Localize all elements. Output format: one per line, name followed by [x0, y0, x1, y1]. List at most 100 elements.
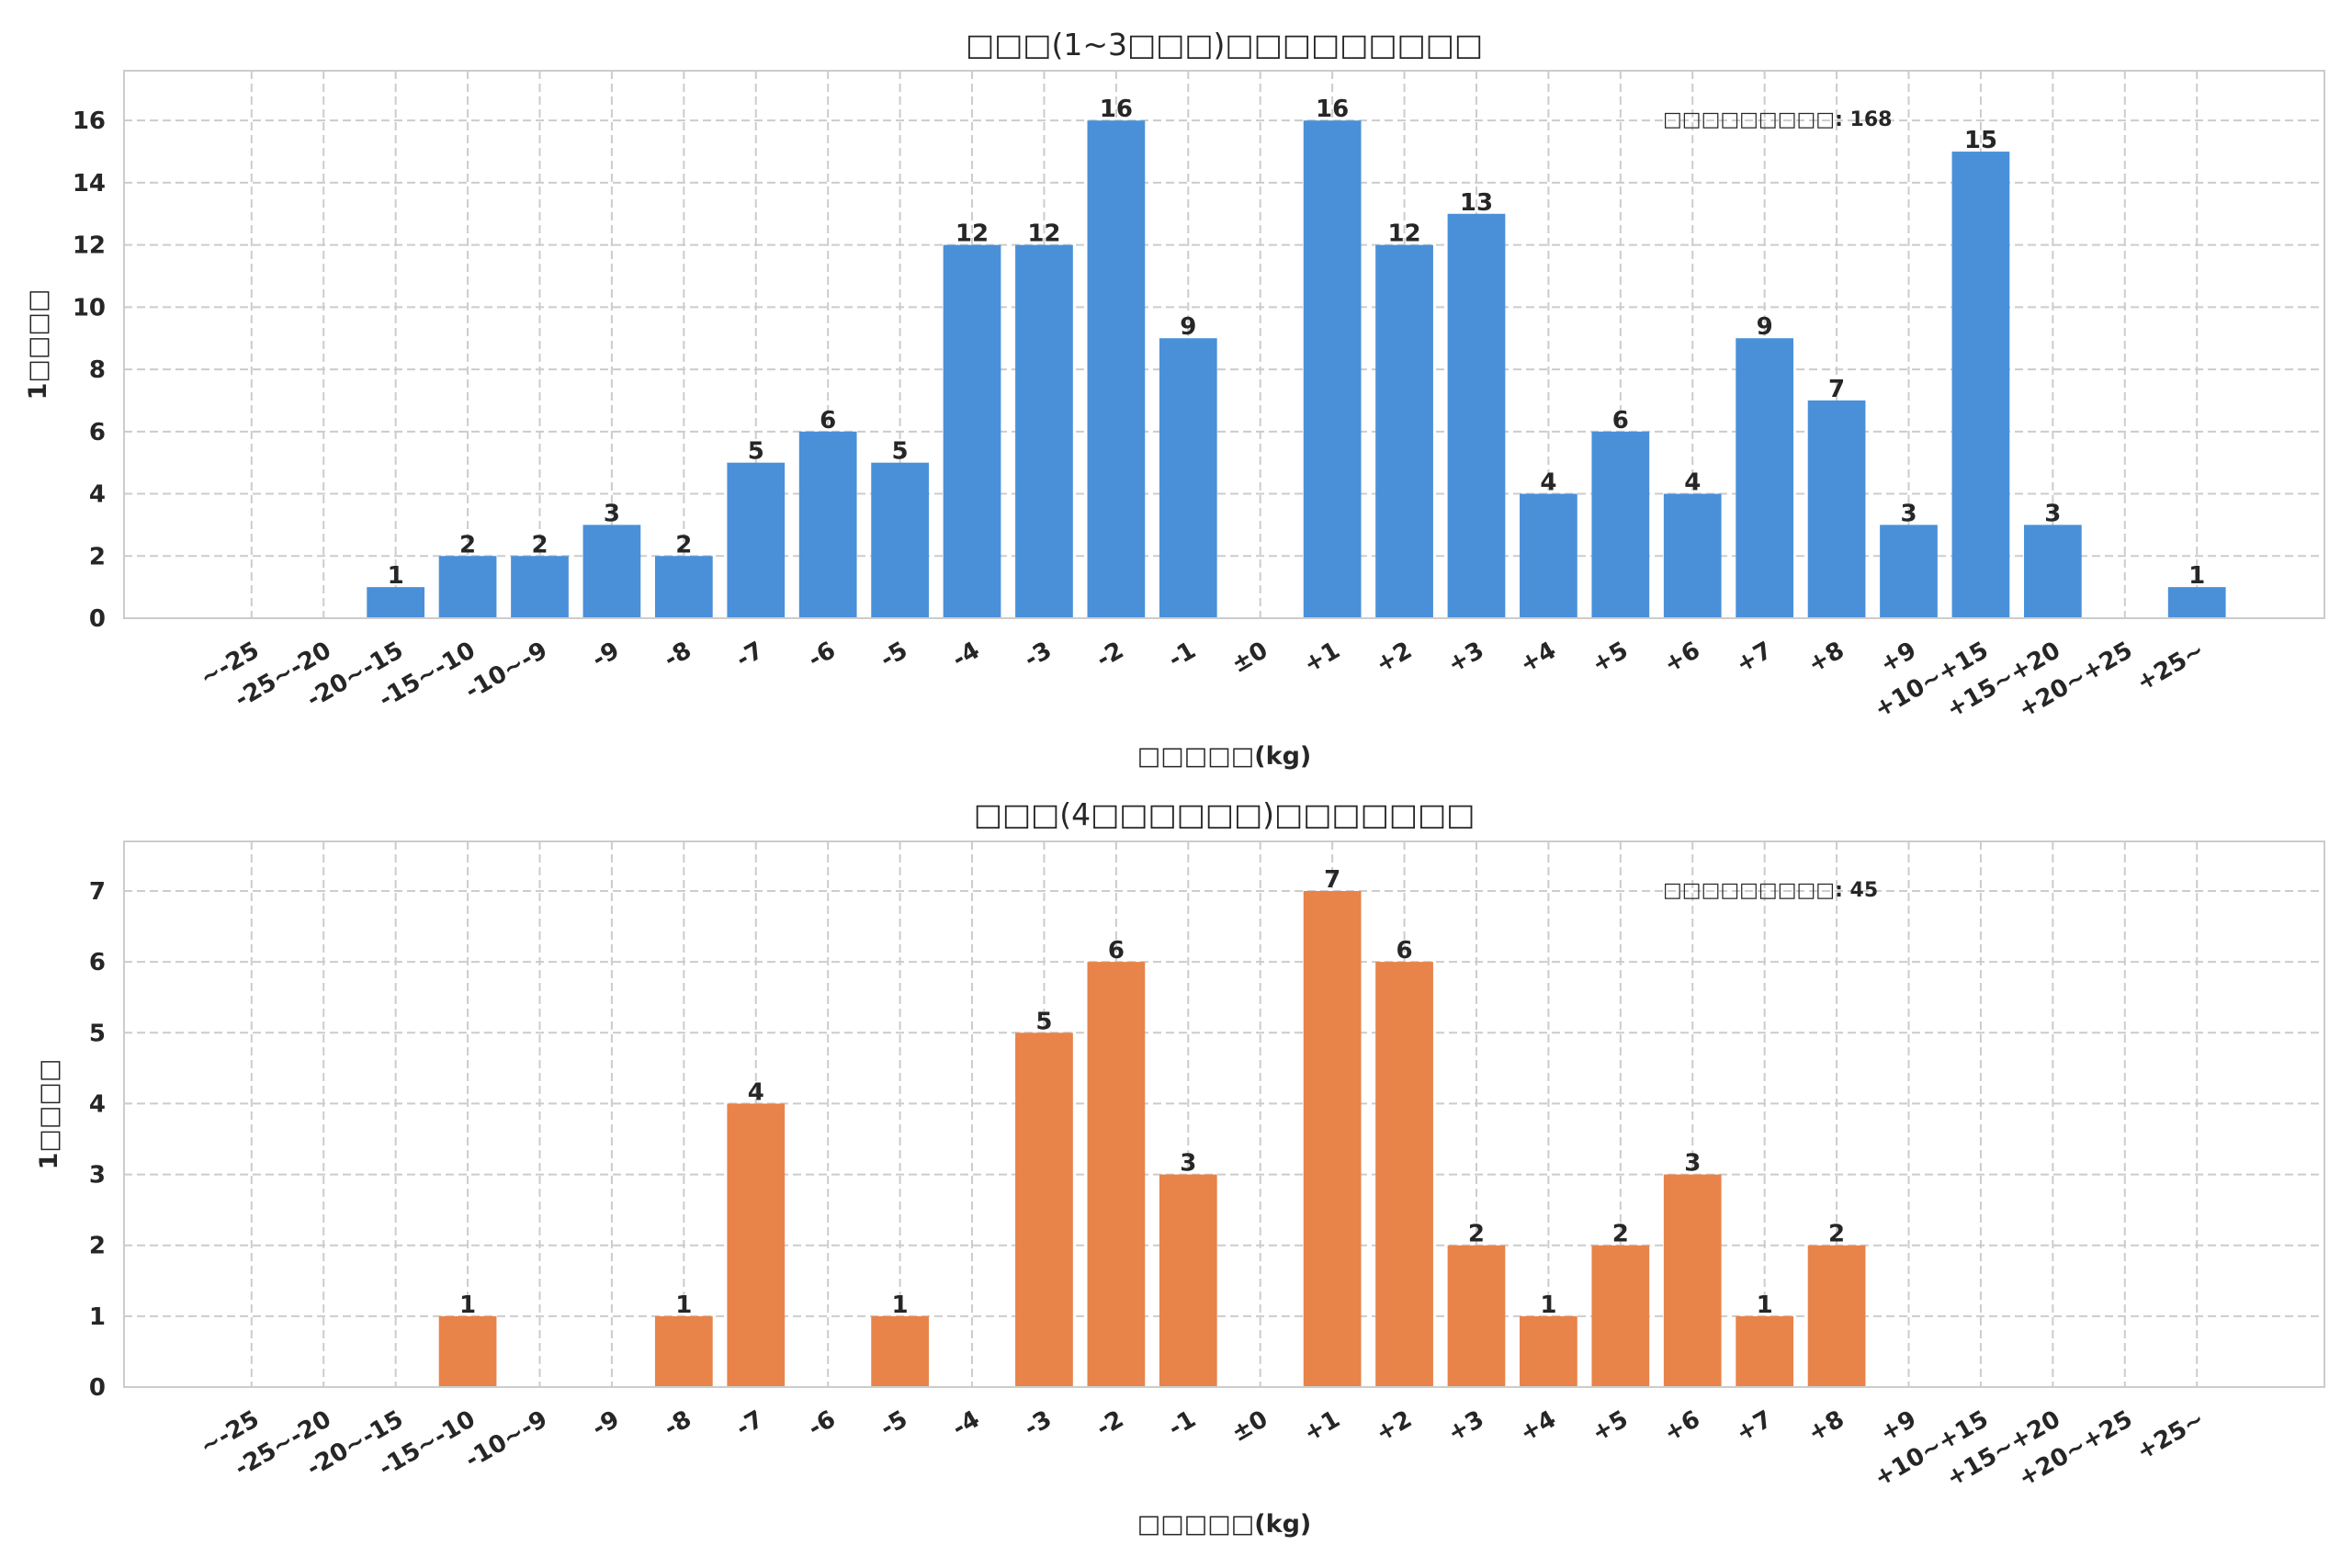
x-tick-label: -9	[587, 637, 624, 673]
data-label: 16	[1316, 96, 1349, 123]
data-label: 3	[2044, 500, 2061, 527]
bar	[1015, 244, 1073, 618]
bar	[1663, 493, 1722, 618]
bar	[871, 462, 929, 618]
x-tick-label: ±0	[1227, 637, 1273, 679]
bar	[727, 1103, 786, 1387]
bar	[1807, 400, 1866, 618]
x-tick-label: +9	[1875, 637, 1921, 679]
chart-title: □□□(4□□□□□□)□□□□□□□	[974, 796, 1476, 832]
y-tick-label: 0	[89, 1374, 106, 1402]
data-label: 4	[748, 1078, 764, 1106]
bar	[1663, 1174, 1722, 1387]
x-tick-label: -6	[804, 637, 841, 673]
bar	[582, 525, 641, 618]
x-tick-label: -7	[731, 1405, 768, 1442]
bar	[727, 462, 786, 618]
data-label: 15	[1964, 127, 1997, 154]
data-label: 2	[1612, 1221, 1629, 1248]
bar	[943, 244, 1001, 618]
data-label: 7	[1324, 866, 1340, 894]
bar	[654, 556, 713, 618]
data-label: 5	[892, 438, 909, 466]
bar	[1159, 338, 1217, 618]
data-label: 16	[1100, 96, 1133, 123]
bar	[1375, 962, 1433, 1387]
x-tick-label: -5	[876, 1405, 912, 1442]
x-tick-label: -2	[1091, 637, 1128, 673]
x-axis-label: □□□□□(kg)	[1137, 742, 1312, 771]
data-label: 1	[388, 562, 404, 590]
x-tick-label: +9	[1875, 1405, 1921, 1448]
x-tick-label: -1	[1164, 1405, 1201, 1442]
data-label: 3	[1900, 500, 1917, 527]
x-tick-label: +6	[1659, 1405, 1705, 1448]
x-tick-label: +2	[1372, 637, 1418, 679]
data-label: 12	[956, 220, 989, 248]
data-label: 2	[675, 531, 692, 558]
y-tick-label: 12	[73, 232, 106, 260]
bar	[367, 587, 425, 618]
y-tick-label: 6	[89, 949, 106, 976]
total-annotation: □□□□□□□□□: 45	[1663, 879, 1878, 902]
bar	[1303, 891, 1362, 1387]
y-tick-label: 4	[89, 1090, 106, 1118]
data-label: 13	[1460, 189, 1493, 217]
bar	[1015, 1032, 1073, 1387]
x-tick-label: -6	[804, 1405, 841, 1442]
bar	[2023, 525, 2082, 618]
y-tick-label: 14	[73, 170, 106, 197]
data-label: 1	[1540, 1292, 1556, 1319]
total-annotation: □□□□□□□□□: 168	[1663, 108, 1892, 131]
x-tick-label: ±0	[1227, 1405, 1273, 1448]
data-label: 1	[892, 1292, 909, 1319]
x-tick-label: +8	[1804, 1405, 1849, 1448]
bar	[1303, 120, 1362, 618]
bar	[1447, 213, 1506, 619]
bar	[1736, 1315, 1794, 1387]
y-tick-label: 3	[89, 1162, 106, 1190]
x-tick-label: -10~-9	[460, 1405, 552, 1474]
axes-frame	[123, 840, 2325, 1388]
bar	[1159, 1174, 1217, 1387]
x-tick-label: +1	[1299, 1405, 1345, 1448]
y-axis-label: 1□□□□	[24, 289, 52, 400]
bar	[1520, 493, 1577, 618]
bar	[1087, 962, 1146, 1387]
data-label: 6	[1108, 937, 1125, 964]
bar	[1736, 338, 1794, 618]
subplot-2: 1 1415637621231201234567~-25-25~-20-20~-1…	[35, 796, 2325, 1539]
x-tick-label: +8	[1804, 637, 1849, 679]
x-tick-label: +7	[1732, 637, 1778, 679]
y-tick-label: 7	[89, 878, 106, 906]
y-tick-label: 10	[73, 294, 106, 321]
x-axis-label: □□□□□(kg)	[1137, 1510, 1312, 1539]
bar	[511, 556, 569, 618]
data-label: 6	[1612, 407, 1629, 434]
x-tick-label: +3	[1443, 637, 1489, 679]
data-label: 4	[1684, 469, 1701, 497]
y-tick-label: 16	[73, 107, 106, 135]
x-tick-label: -8	[660, 637, 696, 673]
bar	[1591, 431, 1650, 618]
x-tick-label: +4	[1515, 1405, 1561, 1448]
data-label: 2	[1828, 1221, 1845, 1248]
y-tick-label: 2	[89, 1233, 106, 1260]
data-label: 6	[1396, 937, 1413, 964]
bar	[438, 1315, 497, 1387]
data-label: 3	[604, 500, 620, 527]
x-tick-label: -7	[731, 637, 768, 673]
data-label: 9	[1757, 313, 1773, 341]
x-tick-label: +5	[1588, 1405, 1634, 1448]
chart-title: □□□(1~3□□□)□□□□□□□□□	[966, 27, 1483, 62]
bar	[1591, 1245, 1650, 1387]
x-tick-label: -4	[948, 637, 985, 673]
data-label: 1	[459, 1292, 476, 1319]
y-tick-label: 2	[89, 543, 106, 570]
y-tick-label: 6	[89, 419, 106, 446]
x-tick-label: +1	[1299, 637, 1345, 679]
x-tick-label: +3	[1443, 1405, 1489, 1448]
x-tick-label: -5	[876, 637, 912, 673]
